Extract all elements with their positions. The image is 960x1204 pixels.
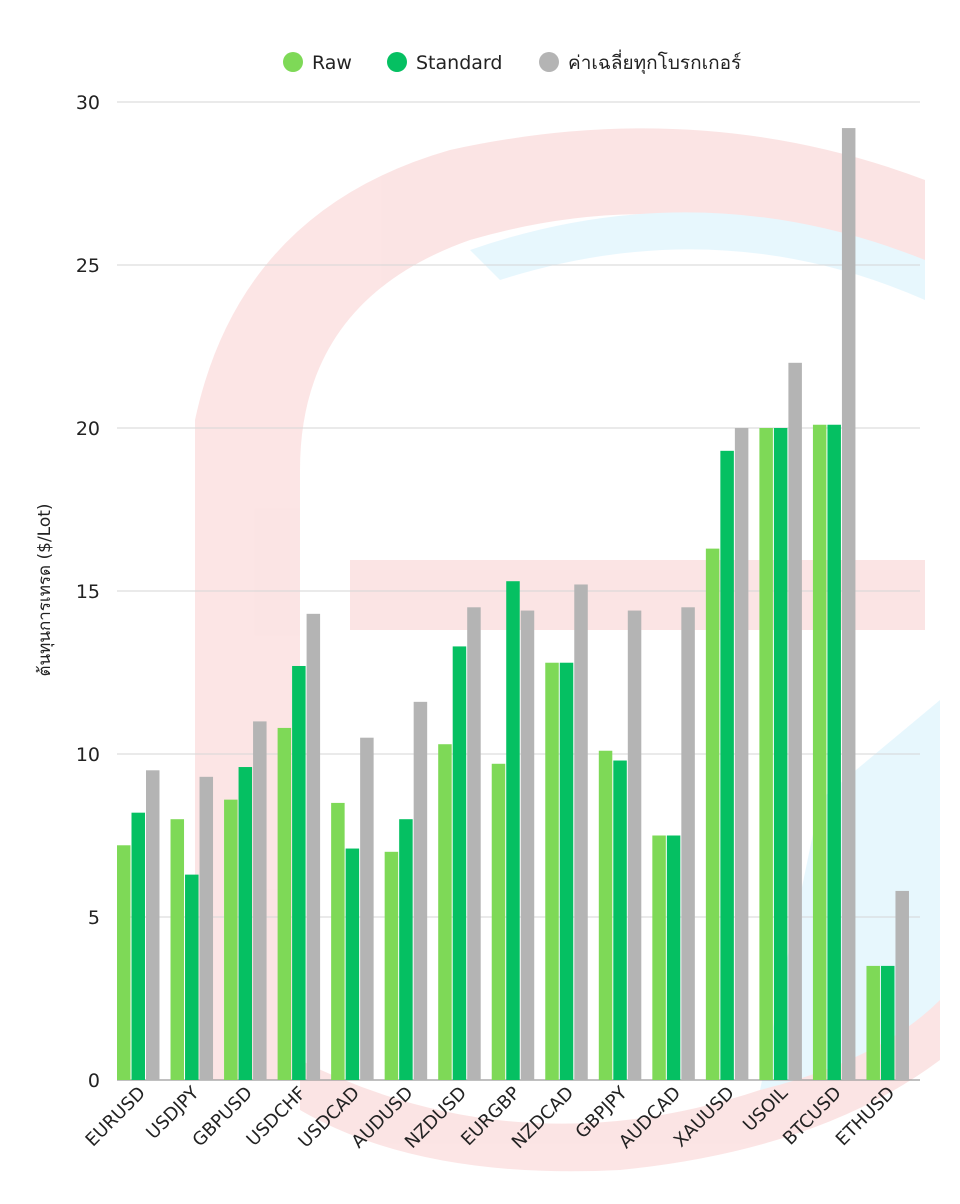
- bar-raw-nzdusd: [438, 744, 452, 1080]
- bar-standard-usoil: [773, 428, 788, 1080]
- bar-standard-nzdusd: [452, 646, 467, 1080]
- y-axis: 0 5 10 15 20 25 30: [76, 92, 100, 1092]
- bar-ค่าเฉลี่ยทุกโบรกเกอร์-btcusd: [841, 128, 856, 1080]
- bar-standard-usdchf: [292, 665, 306, 1080]
- bar-raw-gbpjpy: [598, 750, 613, 1080]
- y-tick-label: 20: [76, 418, 100, 440]
- legend-swatch: [387, 52, 407, 72]
- bar-raw-usoil: [759, 428, 773, 1080]
- bar-ค่าเฉลี่ยทุกโบรกเกอร์-audcad: [681, 607, 695, 1080]
- bar-standard-eurusd: [131, 812, 145, 1080]
- bar-raw-usdcad: [331, 802, 345, 1080]
- bar-standard-btcusd: [827, 424, 841, 1080]
- legend-label: Raw: [312, 52, 352, 74]
- bar-raw-xauusd: [705, 548, 720, 1080]
- bar-standard-xauusd: [720, 450, 734, 1080]
- y-tick-label: 25: [76, 255, 100, 277]
- bar-standard-nzdcad: [559, 662, 574, 1080]
- legend-label: Standard: [416, 52, 502, 74]
- bar-standard-audusd: [399, 819, 413, 1080]
- bar-raw-gbpusd: [224, 799, 238, 1080]
- bar-ค่าเฉลี่ยทุกโบรกเกอร์-usoil: [788, 362, 802, 1080]
- bar-standard-usdcad: [345, 848, 360, 1080]
- bar-raw-usdjpy: [170, 819, 185, 1080]
- y-tick-label: 0: [88, 1070, 100, 1092]
- bar-ค่าเฉลี่ยทุกโบรกเกอร์-usdcad: [360, 737, 374, 1080]
- x-tick-label: EURUSD: [82, 1083, 150, 1151]
- bar-standard-ethusd: [880, 965, 895, 1080]
- y-tick-label: 15: [76, 581, 100, 603]
- bar-ค่าเฉลี่ยทุกโบรกเกอร์-usdjpy: [199, 776, 214, 1080]
- bar-standard-audcad: [666, 835, 681, 1080]
- legend-swatch: [283, 52, 303, 72]
- y-tick-label: 5: [88, 907, 100, 929]
- bar-ค่าเฉลี่ยทุกโบรกเกอร์-nzdcad: [574, 584, 588, 1080]
- bar-raw-usdchf: [277, 727, 292, 1080]
- bar-raw-audcad: [652, 835, 666, 1080]
- bar-raw-eurusd: [117, 845, 131, 1080]
- bar-standard-gbpjpy: [613, 760, 627, 1080]
- bars: [117, 128, 909, 1080]
- bar-standard-eurgbp: [506, 581, 520, 1080]
- bar-raw-nzdcad: [545, 662, 559, 1080]
- bar-raw-eurgbp: [491, 763, 506, 1080]
- y-axis-title: ต้นทุนการเทรด ($/Lot): [35, 503, 55, 676]
- bar-ค่าเฉลี่ยทุกโบรกเกอร์-gbpusd: [253, 721, 267, 1080]
- legend-swatch: [539, 52, 559, 72]
- bar-ค่าเฉลี่ยทุกโบรกเกอร์-nzdusd: [467, 607, 481, 1080]
- bar-standard-gbpusd: [238, 767, 253, 1080]
- bar-ค่าเฉลี่ยทุกโบรกเกอร์-eurgbp: [520, 610, 535, 1080]
- bar-raw-audusd: [384, 851, 399, 1080]
- bar-ค่าเฉลี่ยทุกโบรกเกอร์-audusd: [413, 701, 428, 1080]
- bar-ค่าเฉลี่ยทุกโบรกเกอร์-eurusd: [146, 770, 160, 1080]
- bar-raw-ethusd: [866, 965, 880, 1080]
- bar-raw-btcusd: [812, 424, 827, 1080]
- legend: Raw Standard ค่าเฉลี่ยทุกโบรกเกอร์: [283, 49, 741, 75]
- y-tick-label: 30: [76, 92, 100, 114]
- legend-label: ค่าเฉลี่ยทุกโบรกเกอร์: [568, 49, 741, 75]
- bar-ค่าเฉลี่ยทุกโบรกเกอร์-ethusd: [895, 890, 909, 1080]
- y-tick-label: 10: [76, 744, 100, 766]
- bar-ค่าเฉลี่ยทุกโบรกเกอร์-xauusd: [734, 428, 749, 1080]
- bar-ค่าเฉลี่ยทุกโบรกเกอร์-usdchf: [306, 613, 321, 1080]
- bar-ค่าเฉลี่ยทุกโบรกเกอร์-gbpjpy: [627, 610, 642, 1080]
- bar-standard-usdjpy: [185, 874, 199, 1080]
